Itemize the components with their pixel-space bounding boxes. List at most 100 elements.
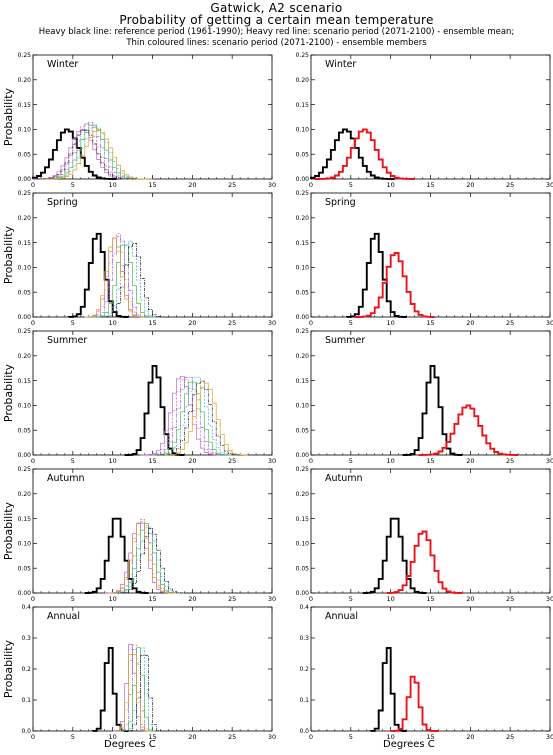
y-tick-label: 0.10	[18, 541, 32, 548]
y-tick-label: 0.25	[18, 466, 32, 473]
reference-series-line	[67, 232, 129, 318]
season-label: Spring	[325, 197, 356, 208]
x-tick-label: 25	[506, 181, 514, 189]
x-tick-label: 5	[349, 457, 353, 465]
x-tick-label: 10	[109, 733, 117, 741]
x-tick-label: 15	[426, 595, 434, 603]
ensemble-member-series-line	[116, 654, 153, 732]
x-tick-label: 15	[426, 457, 434, 465]
y-tick-label: 0.20	[18, 491, 32, 498]
x-tick-label: 30	[546, 457, 553, 465]
reference-series-line	[345, 232, 407, 318]
y-tick-label: 0.15	[296, 102, 310, 109]
x-tick-label: 30	[546, 733, 553, 741]
ensemble-member-series-line	[100, 243, 169, 318]
y-tick-label: 0.1	[299, 697, 309, 704]
y-axis-label: Probability	[2, 501, 15, 560]
y-tick-label: 0.1	[21, 697, 31, 704]
season-label: Autumn	[47, 473, 85, 484]
chart-title: Probability of getting a certain mean te…	[119, 13, 434, 27]
x-tick-label: 20	[466, 457, 474, 465]
ensemble-member-series-line	[41, 124, 145, 180]
y-tick-label: 0.20	[296, 215, 310, 222]
ensemble-member-series-line	[116, 649, 153, 732]
x-tick-label: 0	[309, 319, 313, 327]
y-tick-label: 0.15	[18, 516, 32, 523]
y-tick-label: 0.15	[296, 240, 310, 247]
x-tick-label: 20	[188, 457, 196, 465]
y-tick-label: 0.00	[296, 590, 310, 597]
y-tick-label: 0.15	[296, 378, 310, 385]
ensemble-member-series-line	[116, 528, 189, 594]
x-tick-label: 0	[309, 733, 313, 741]
y-tick-label: 0.00	[18, 590, 32, 597]
x-tick-label: 15	[148, 319, 156, 327]
x-tick-label: 0	[309, 181, 313, 189]
x-tick-label: 5	[349, 595, 353, 603]
x-tick-label: 10	[387, 181, 395, 189]
x-tick-label: 0	[309, 595, 313, 603]
x-tick-label: 25	[228, 319, 236, 327]
x-tick-label: 10	[387, 733, 395, 741]
y-tick-label: 0.05	[296, 565, 310, 572]
x-tick-label: 0	[31, 733, 35, 741]
x-tick-label: 15	[426, 319, 434, 327]
x-tick-label: 20	[466, 595, 474, 603]
panel-annual-left: 0 5 10 15 20 25 30 0.0 0.1 0.2 0.3 0.4 Annual Probabi…	[2, 604, 276, 741]
y-tick-label: 0.25	[296, 328, 310, 335]
ensemble-member-series-line	[88, 235, 153, 318]
y-tick-label: 0.15	[296, 516, 310, 523]
reference-series-line	[362, 517, 427, 594]
ensemble-member-series-line	[96, 240, 161, 318]
x-tick-label: 25	[506, 733, 514, 741]
x-tick-label: 0	[309, 457, 313, 465]
y-tick-label: 0.2	[299, 666, 309, 673]
plot-frame	[32, 330, 273, 456]
x-tick-label: 20	[188, 595, 196, 603]
y-tick-label: 0.10	[18, 403, 32, 410]
chart-title-location: Gatwick, A2 scenario	[210, 1, 343, 15]
y-tick-label: 0.3	[299, 635, 309, 642]
x-tick-label: 30	[268, 181, 276, 189]
x-tick-label: 15	[148, 595, 156, 603]
reference-series-line	[369, 647, 407, 732]
x-tick-label: 30	[268, 733, 276, 741]
x-tick-label: 30	[268, 319, 276, 327]
plot-frame	[310, 606, 551, 732]
ensemble-member-series-line	[37, 124, 137, 180]
y-tick-label: 0.15	[18, 378, 32, 385]
panel-annual-right: 0 5 10 15 20 25 30 0.0 0.1 0.2 0.3 0.4 Annual	[299, 604, 553, 741]
y-tick-label: 0.25	[296, 466, 310, 473]
y-tick-label: 0.05	[18, 427, 32, 434]
season-label: Annual	[47, 611, 80, 622]
y-tick-label: 0.25	[296, 52, 310, 59]
plot-frame	[310, 330, 551, 456]
y-tick-label: 0.20	[18, 77, 32, 84]
y-axis-label: Probability	[2, 363, 15, 422]
x-tick-label: 5	[71, 181, 75, 189]
x-tick-label: 20	[466, 319, 474, 327]
chart-legend-line-2: Thin coloured lines: scenario period (20…	[126, 38, 427, 48]
y-tick-label: 0.00	[18, 176, 32, 183]
x-tick-label: 20	[466, 733, 474, 741]
x-tick-label: 20	[188, 319, 196, 327]
panel-summer-left: 0 5 10 15 20 25 30 0.00 0.05 0.10 0.15 0.20 0.25 Summ…	[2, 328, 276, 465]
x-tick-label: 20	[188, 181, 196, 189]
x-tick-label: 25	[506, 319, 514, 327]
x-tick-label: 15	[148, 181, 156, 189]
ensemble-member-series-line	[140, 375, 221, 456]
chart-legend-line-1: Heavy black line: reference period (1961…	[38, 27, 515, 37]
scenario-mean-series-line	[354, 252, 435, 318]
ensemble-member-series-line	[156, 380, 245, 456]
x-tick-label: 15	[426, 181, 434, 189]
x-tick-label: 25	[506, 595, 514, 603]
ensemble-member-series-line	[116, 644, 153, 732]
ensemble-member-series-line	[120, 647, 157, 732]
reference-series-line	[310, 128, 395, 180]
ensemble-member-series-line	[37, 129, 137, 180]
ensemble-member-series-line	[144, 379, 225, 456]
ensemble-member-series-line	[112, 523, 181, 594]
y-tick-label: 0.00	[18, 452, 32, 459]
season-label: Winter	[47, 59, 78, 70]
